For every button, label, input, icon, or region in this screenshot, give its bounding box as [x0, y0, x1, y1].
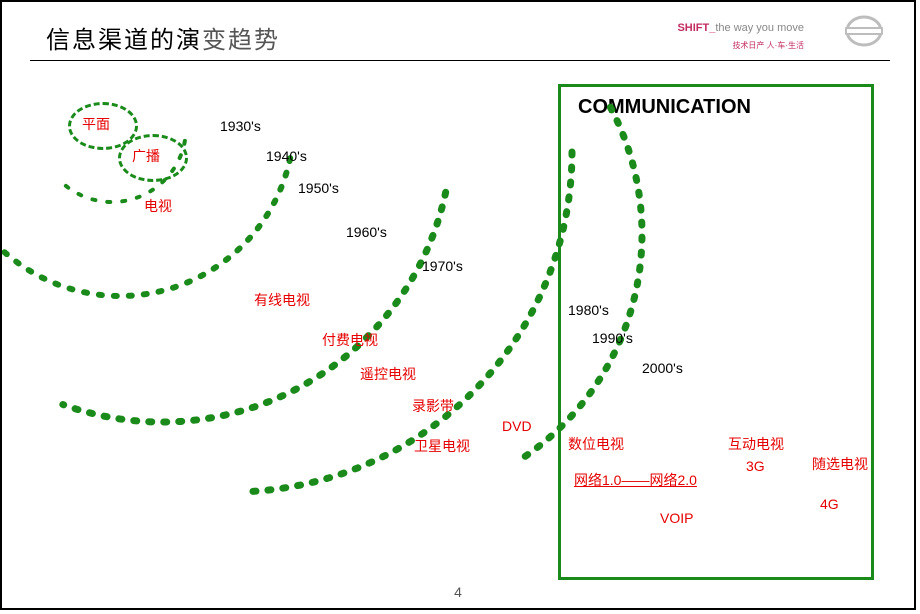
media-label: 卫星电视 [414, 436, 470, 456]
page-number: 4 [454, 584, 462, 600]
brand-subtag: 技术日产 人·车·生活 [732, 40, 804, 51]
title-rule [30, 60, 890, 61]
decade-label: 1980's [568, 302, 609, 318]
media-label: 3G [746, 458, 765, 474]
slide: 信息渠道的演变趋势 SHIFT_the way you move 技术日产 人·… [0, 0, 916, 610]
media-label: 电视 [144, 196, 172, 216]
media-label: 有线电视 [254, 290, 310, 310]
media-label: 随选电视 [812, 454, 868, 474]
title-light: 变趋势 [202, 27, 280, 54]
decade-label: 1950's [298, 180, 339, 196]
media-label: 广播 [132, 146, 160, 166]
decade-label: 1970's [422, 258, 463, 274]
title-strong: 信息渠道的演 [46, 27, 202, 54]
decade-label: 1990's [592, 330, 633, 346]
media-label: 网络1.0——网络2.0 [574, 470, 697, 490]
decade-label: 1940's [266, 148, 307, 164]
media-label: 4G [820, 496, 839, 512]
decade-label: 1930's [220, 118, 261, 134]
media-label: 平面 [82, 114, 110, 134]
decade-label: 2000's [642, 360, 683, 376]
brand-tagline: SHIFT_the way you move [677, 22, 804, 34]
decade-label: 1960's [346, 224, 387, 240]
tagline-bold: SHIFT_ [677, 22, 715, 34]
media-label: DVD [502, 418, 532, 434]
slide-title: 信息渠道的演变趋势 [46, 20, 280, 55]
tagline-rest: the way you move [715, 22, 804, 34]
media-label: 遥控电视 [360, 364, 416, 384]
media-label: VOIP [660, 510, 693, 526]
media-label: 付费电视 [322, 330, 378, 350]
media-label: 数位电视 [568, 434, 624, 454]
media-label: 录影带 [412, 396, 454, 416]
media-label: 互动电视 [728, 434, 784, 454]
nissan-logo-icon [844, 14, 884, 48]
ripple-arc [244, 152, 572, 492]
